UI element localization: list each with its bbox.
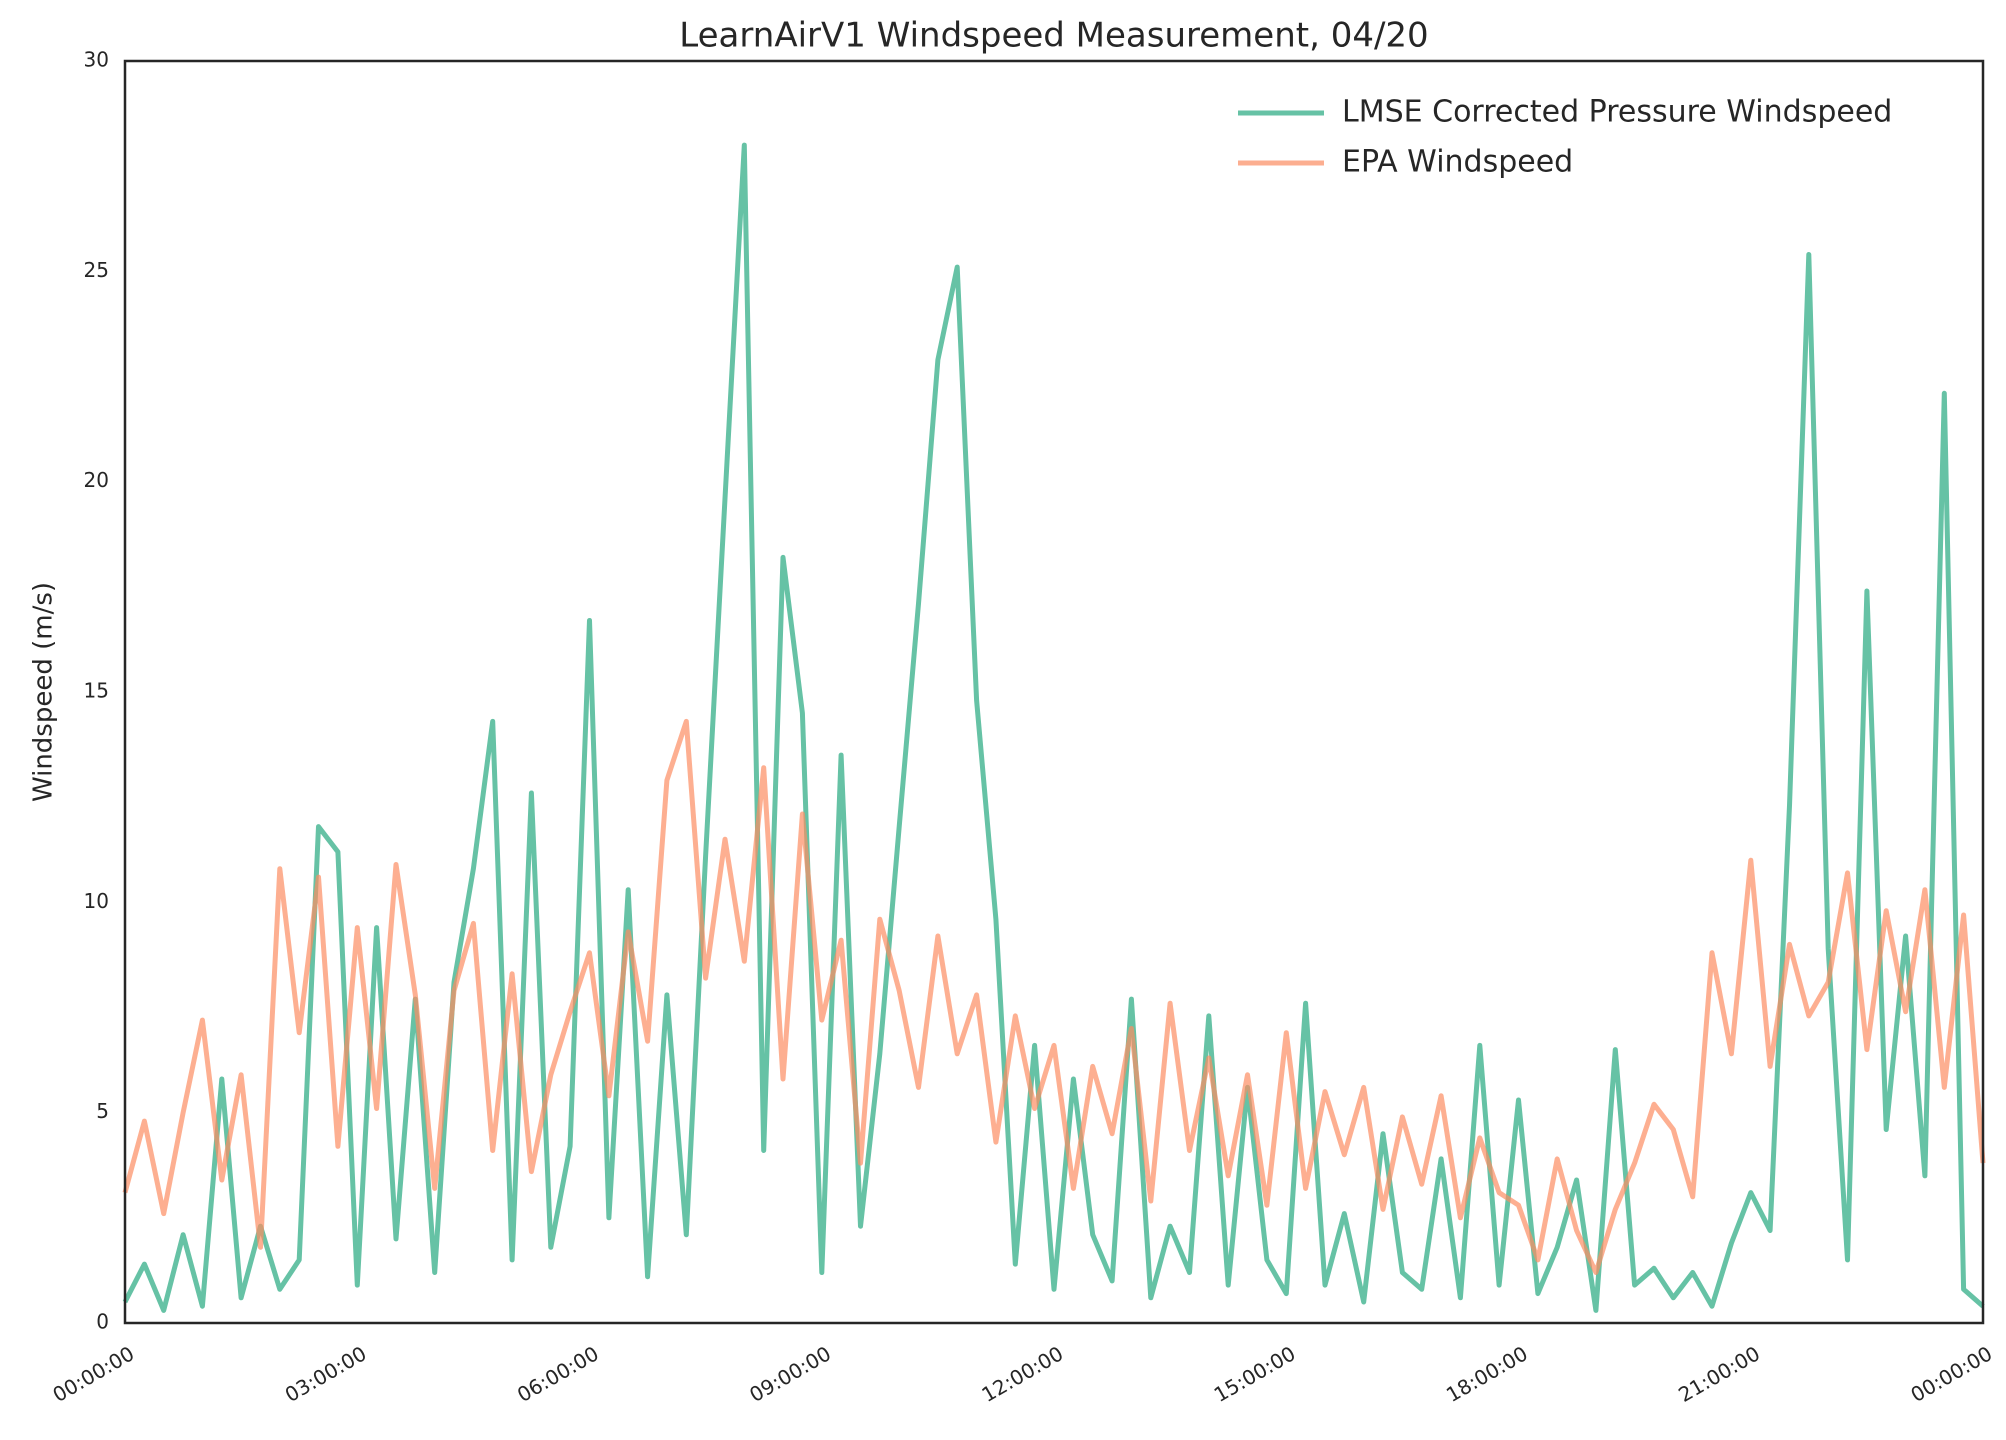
legend-label: EPA Windspeed (1342, 145, 1573, 180)
y-axis-label: Windspeed (m/s) (29, 582, 59, 802)
plot-frame (123, 59, 1985, 1325)
chart-title: LearnAirV1 Windspeed Measurement, 04/20 (679, 16, 1428, 56)
y-tick-label: 30 (84, 48, 109, 72)
data-line (122, 142, 1985, 1313)
y-tick-label: 25 (84, 258, 109, 282)
data-line (122, 718, 1986, 1275)
legend-label: LMSE Corrected Pressure Windspeed (1342, 95, 1892, 130)
y-tick-label: 20 (84, 468, 109, 492)
y-tick-label: 15 (84, 679, 109, 703)
y-tick-label: 0 (96, 1310, 109, 1334)
y-tick-label: 5 (96, 1099, 109, 1123)
y-tick-label: 10 (84, 889, 109, 913)
